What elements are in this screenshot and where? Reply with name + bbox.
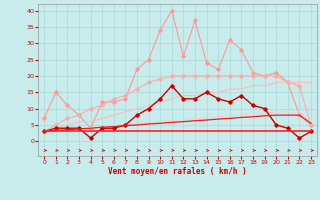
X-axis label: Vent moyen/en rafales ( km/h ): Vent moyen/en rafales ( km/h ) <box>108 167 247 176</box>
